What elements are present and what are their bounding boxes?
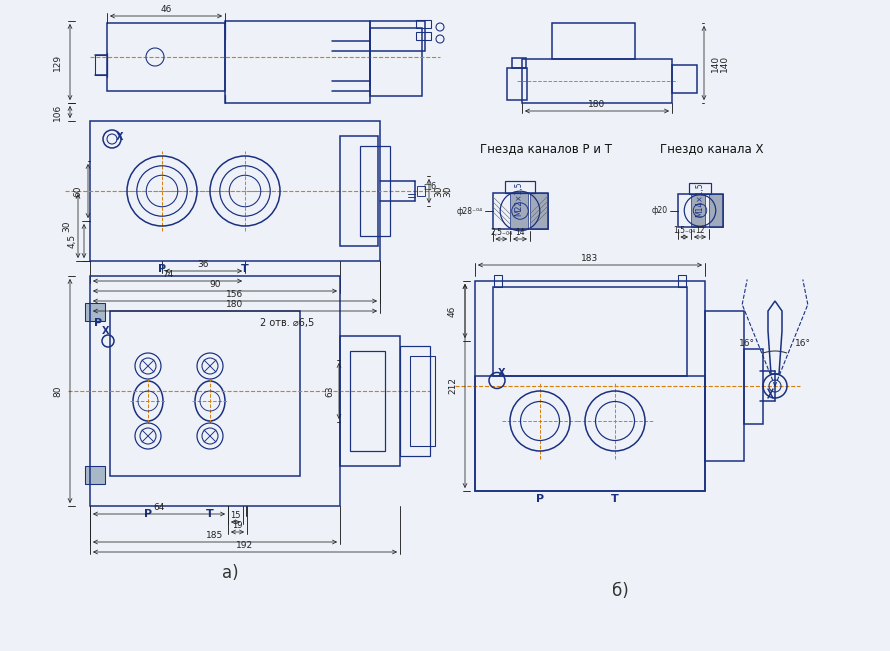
Text: 90: 90: [209, 280, 221, 289]
Text: 180: 180: [226, 300, 244, 309]
Text: 2 отв. ⌀6,5: 2 отв. ⌀6,5: [260, 318, 314, 328]
Text: 14: 14: [515, 228, 525, 237]
Text: ф28⁻⁰⁴: ф28⁻⁰⁴: [457, 206, 482, 215]
Text: 15: 15: [231, 511, 241, 520]
Text: 129: 129: [53, 53, 62, 70]
Text: 30: 30: [434, 186, 443, 197]
Text: 180: 180: [588, 100, 605, 109]
Text: T: T: [241, 264, 249, 274]
Text: 74: 74: [162, 270, 174, 279]
Text: T: T: [206, 509, 214, 519]
Bar: [225, 21, 370, 103]
Bar: [507, 68, 527, 100]
Bar: [90, 121, 380, 261]
Bar: [475, 376, 705, 491]
Text: 64: 64: [153, 503, 165, 512]
FancyBboxPatch shape: [510, 193, 528, 229]
Bar: [90, 276, 340, 506]
Bar: [475, 281, 705, 491]
Bar: [505, 181, 536, 193]
Text: X: X: [498, 368, 506, 378]
Text: 46: 46: [448, 305, 457, 316]
Text: 19: 19: [232, 521, 243, 530]
Bar: [416, 32, 431, 40]
Text: 106: 106: [53, 104, 62, 120]
Text: 2,5₋₀₄: 2,5₋₀₄: [490, 228, 513, 237]
FancyBboxPatch shape: [85, 303, 105, 321]
Bar: [350, 351, 385, 451]
Bar: [672, 65, 697, 93]
Text: 156: 156: [226, 290, 244, 299]
Text: 80: 80: [53, 385, 62, 396]
Text: T: T: [611, 494, 619, 504]
Text: 183: 183: [581, 254, 599, 263]
Text: ф20: ф20: [651, 206, 668, 215]
Text: M22×1,5: M22×1,5: [514, 182, 523, 216]
Bar: [95, 55, 107, 75]
Bar: [689, 183, 711, 194]
Text: 140: 140: [711, 55, 720, 72]
FancyBboxPatch shape: [709, 194, 723, 227]
Text: Гнезда каналов P и T: Гнезда каналов P и T: [480, 143, 612, 156]
Text: 63: 63: [325, 385, 334, 396]
FancyBboxPatch shape: [85, 466, 105, 484]
Bar: [493, 287, 687, 376]
Text: P: P: [158, 264, 166, 274]
Bar: [677, 194, 723, 227]
Text: 192: 192: [237, 541, 254, 550]
Text: 16°: 16°: [739, 340, 755, 348]
Text: 60: 60: [73, 186, 82, 197]
Text: б): б): [611, 582, 628, 600]
Bar: [743, 348, 763, 424]
Bar: [410, 356, 435, 446]
Bar: [340, 136, 377, 246]
Text: P: P: [536, 494, 544, 504]
Bar: [678, 275, 686, 287]
Text: X: X: [102, 326, 109, 336]
Bar: [512, 58, 526, 68]
Text: 1,5₋₀₄: 1,5₋₀₄: [673, 226, 695, 235]
Text: 212: 212: [448, 378, 457, 395]
Bar: [552, 23, 635, 59]
FancyBboxPatch shape: [530, 193, 547, 229]
Bar: [107, 23, 225, 91]
Text: 4,5: 4,5: [68, 234, 77, 248]
Text: 30: 30: [62, 220, 71, 232]
Text: 36: 36: [198, 260, 209, 269]
FancyBboxPatch shape: [691, 194, 705, 227]
Bar: [417, 186, 425, 196]
Bar: [522, 59, 672, 103]
Text: 140: 140: [720, 55, 729, 72]
Text: P: P: [144, 509, 152, 519]
Bar: [360, 146, 390, 236]
Text: Гнездо канала X: Гнездо канала X: [660, 143, 764, 156]
Bar: [370, 28, 422, 96]
Text: 30: 30: [443, 186, 452, 197]
Text: 12: 12: [695, 226, 705, 235]
Bar: [416, 20, 431, 28]
Bar: [494, 275, 502, 287]
Bar: [492, 193, 547, 229]
Bar: [370, 21, 425, 51]
Bar: [340, 336, 400, 466]
Text: а): а): [222, 564, 239, 582]
Text: M14×1,5: M14×1,5: [695, 182, 705, 217]
Text: 46: 46: [160, 5, 172, 14]
Bar: [110, 311, 300, 476]
Bar: [400, 346, 430, 456]
Text: □6: □6: [424, 182, 437, 191]
Text: X: X: [117, 132, 124, 142]
Text: 185: 185: [206, 531, 223, 540]
Bar: [705, 311, 743, 461]
Text: P: P: [94, 318, 102, 328]
Text: 16°: 16°: [795, 340, 811, 348]
